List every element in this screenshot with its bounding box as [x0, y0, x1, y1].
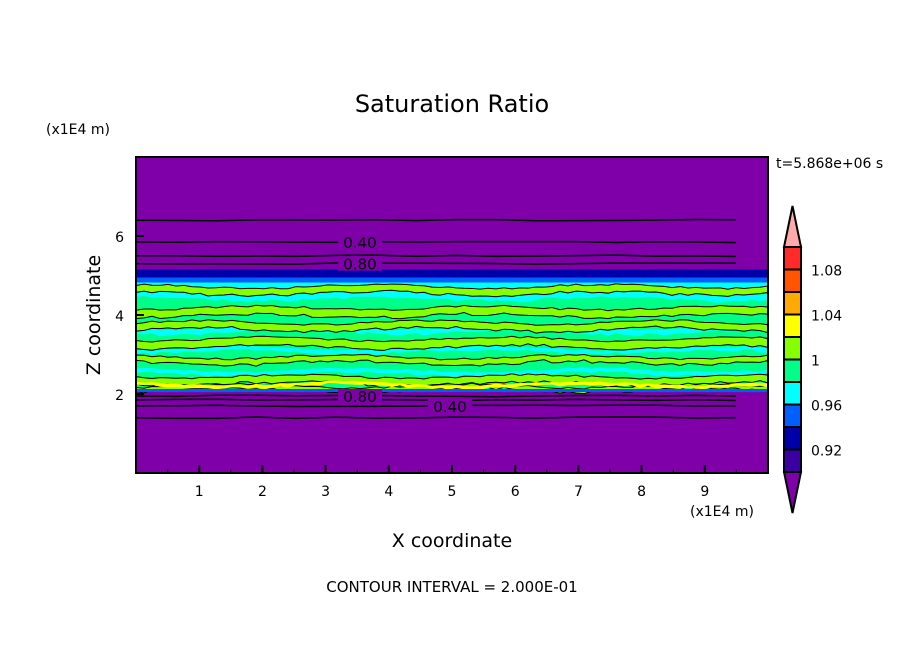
contour-line	[135, 394, 737, 398]
y-axis-label: Z coordinate	[83, 255, 105, 375]
x-tick-label: 7	[574, 484, 583, 500]
time-label: t=5.868e+06 s	[776, 156, 883, 172]
colorbar-swatch	[783, 381, 802, 406]
cyan-patch	[136, 367, 768, 378]
colorbar-swatch	[783, 426, 802, 451]
y-unit-label: (x1E4 m)	[46, 122, 110, 138]
contour-interval-label: CONTOUR INTERVAL = 2.000E-01	[326, 578, 577, 596]
colorbar-swatch	[783, 448, 802, 473]
cloud-base-fill	[136, 389, 768, 393]
colorbar-tick-label: 0.92	[811, 444, 842, 460]
colorbar-tick-label: 1.08	[811, 264, 842, 280]
contour-line	[135, 218, 737, 222]
colorbar-swatch	[783, 336, 802, 361]
contour-label: 0.40	[433, 398, 466, 416]
cloud-top-fill	[136, 269, 768, 280]
colorbar-tick-label: 1	[811, 354, 820, 370]
colorbar: 0.92 0.96 1 1.04 1.08	[782, 205, 842, 514]
y-tick-label: 2	[115, 388, 124, 404]
x-tick-label: 1	[195, 484, 204, 500]
colorbar-under-arrow	[782, 471, 803, 514]
x-tick-label: 8	[637, 484, 646, 500]
colorbar-swatch	[783, 246, 802, 271]
contour-label: 0.80	[343, 256, 376, 274]
contour-label-bg	[338, 234, 382, 249]
x-tick-label: 3	[321, 484, 330, 500]
y-tick-label: 6	[115, 230, 124, 246]
x-tick-label: 2	[258, 484, 267, 500]
contour-label: 0.40	[343, 234, 376, 252]
x-axis-label: X coordinate	[392, 530, 512, 552]
yellow-patch	[136, 380, 768, 390]
colorbar-over-arrow	[782, 205, 803, 248]
chart-title: Saturation Ratio	[355, 90, 549, 118]
contour-label-bg	[428, 398, 472, 413]
colorbar-swatch	[783, 403, 802, 428]
plot-area: 0.40 0.80 0.80 0.40	[135, 157, 769, 473]
contour-label-bg	[338, 256, 382, 271]
cyan-patch	[136, 290, 768, 303]
cyan-patch	[136, 345, 768, 356]
contour-line	[135, 416, 737, 420]
x-unit-label: (x1E4 m)	[690, 504, 754, 520]
x-tick-label: 9	[700, 484, 709, 500]
x-tick-label: 5	[448, 484, 457, 500]
y-tick-label: 4	[115, 309, 124, 325]
colorbar-swatch	[783, 358, 802, 383]
x-tick-label: 6	[511, 484, 520, 500]
contour-label: 0.80	[343, 388, 376, 406]
axes: 1 2 3 4 5 6 7 8 9 2 4 6	[115, 156, 769, 500]
colorbar-swatch	[783, 291, 802, 316]
cloud-top-fill	[136, 277, 768, 284]
contour-line	[135, 262, 737, 265]
colorbar-tick-label: 1.04	[811, 309, 842, 325]
contour-line	[135, 254, 737, 258]
colorbar-tick-label: 0.96	[811, 399, 842, 415]
colorbar-swatch	[783, 313, 802, 338]
colorbar-swatch	[783, 268, 802, 293]
contour-label-bg	[338, 388, 382, 403]
x-tick-label: 4	[384, 484, 393, 500]
contour-line	[135, 240, 737, 244]
